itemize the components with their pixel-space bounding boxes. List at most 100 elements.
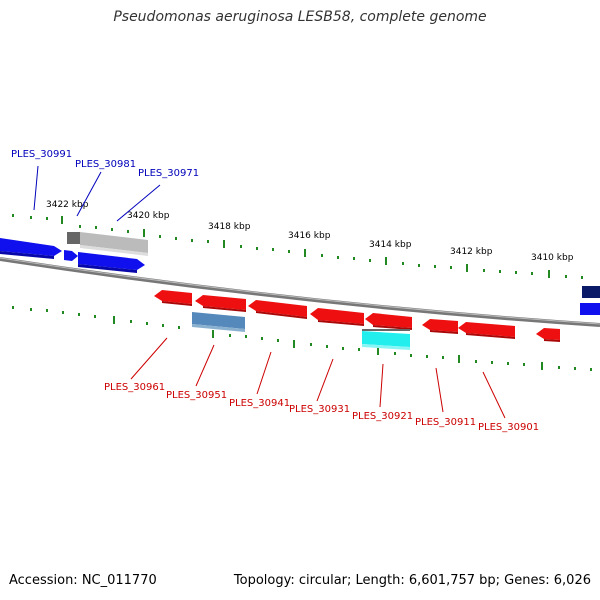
leader-line: [256, 351, 272, 395]
gene-arrow-ples-30951[interactable]: [195, 295, 246, 310]
tick-mark: [410, 354, 412, 357]
tick-mark: [590, 368, 592, 371]
tick-mark: [95, 226, 97, 229]
gene-arrow-shade: [318, 320, 364, 326]
leader-line: [195, 344, 215, 387]
tick-mark: [12, 214, 14, 217]
tick-mark: [12, 306, 14, 309]
gene-label-ples-30901[interactable]: PLES_30901: [478, 422, 539, 433]
tick-mark: [261, 337, 263, 340]
accession-label: Accession: NC_011770: [9, 573, 157, 588]
tick-mark: [113, 316, 115, 324]
leader-line: [33, 165, 39, 211]
tick-mark: [434, 265, 436, 268]
gene-arrow-small[interactable]: [536, 328, 560, 340]
tick-mark: [442, 356, 444, 359]
gene-arrow-ples-30911[interactable]: [422, 319, 458, 332]
gene-arrow-ples-30971[interactable]: [78, 252, 145, 270]
leader-line: [379, 363, 384, 408]
tick-mark: [418, 264, 420, 267]
lower-tick-row: [12, 306, 592, 371]
tick-mark: [111, 228, 113, 231]
tick-mark: [450, 266, 452, 269]
tick-mark: [565, 275, 567, 278]
gene-label-ples-30941[interactable]: PLES_30941: [229, 398, 290, 409]
tick-mark: [548, 270, 550, 278]
tick-mark: [143, 229, 145, 237]
pseudo-gene-light-shade: [80, 245, 148, 256]
tick-mark: [162, 324, 164, 327]
gene-arrow-ples-30971-shade: [78, 264, 137, 273]
gene-arrow-shade: [203, 306, 246, 312]
gene-arrow-ples-30921[interactable]: [365, 313, 412, 328]
tick-mark: [178, 326, 180, 329]
gene-label-ples-30961[interactable]: PLES_30961: [104, 382, 165, 393]
tick-mark: [458, 355, 460, 363]
tick-mark: [342, 347, 344, 350]
tick-mark: [159, 235, 161, 238]
tick-mark: [240, 245, 242, 248]
forward-strand-genes: [0, 232, 600, 315]
tick-mark: [377, 347, 379, 355]
tick-mark: [507, 362, 509, 365]
gene-label-ples-30911[interactable]: PLES_30911: [415, 417, 476, 428]
gene-arrow-ples-30941[interactable]: [248, 300, 307, 317]
tick-mark: [277, 339, 279, 342]
gene-label-ples-30971[interactable]: PLES_30971: [138, 168, 199, 179]
tick-mark: [256, 247, 258, 250]
kbp-label: 3410 kbp: [531, 253, 574, 263]
gene-arrow-shade: [430, 330, 458, 334]
feature-cyan-shade: [362, 344, 410, 350]
gene-block-navy[interactable]: [582, 286, 600, 298]
tick-mark: [310, 343, 312, 346]
tick-mark: [245, 335, 247, 338]
feature-steel-blue[interactable]: [192, 312, 245, 329]
gene-label-ples-30931[interactable]: PLES_30931: [289, 404, 350, 415]
tick-mark: [466, 264, 468, 272]
feature-cyan-top: [362, 329, 410, 331]
tick-mark: [46, 309, 48, 312]
tick-mark: [304, 249, 306, 257]
gene-arrow-ples-30991[interactable]: [0, 238, 62, 256]
gene-arrow-ples-30981[interactable]: [64, 250, 78, 261]
gene-arrow-shade: [162, 301, 192, 306]
gene-label-ples-30991[interactable]: PLES_30991: [11, 149, 72, 160]
kbp-label: 3412 kbp: [450, 247, 493, 257]
tick-mark: [426, 355, 428, 358]
gene-arrow-ples-30931[interactable]: [310, 308, 364, 324]
tick-mark: [475, 360, 477, 363]
tick-mark: [353, 257, 355, 260]
genome-summary: Topology: circular; Length: 6,601,757 bp…: [233, 573, 591, 588]
gene-block-blue[interactable]: [580, 303, 600, 315]
tick-mark: [558, 366, 560, 369]
tick-mark: [175, 237, 177, 240]
kbp-label: 3416 kbp: [288, 231, 331, 241]
tick-mark: [229, 334, 231, 337]
pseudo-gene-dark[interactable]: [67, 232, 80, 244]
gene-arrow-ples-30901[interactable]: [458, 322, 515, 337]
tick-mark: [385, 257, 387, 265]
leader-line: [116, 184, 161, 222]
tick-mark: [574, 367, 576, 370]
pseudo-gene-light[interactable]: [80, 232, 148, 253]
feature-cyan[interactable]: [362, 331, 410, 347]
tick-mark: [358, 348, 360, 351]
tick-mark: [491, 361, 493, 364]
tick-mark: [541, 362, 543, 370]
tick-mark: [581, 276, 583, 279]
genome-backbone: [0, 257, 600, 327]
genome-title: Pseudomonas aeruginosa LESB58, complete …: [113, 9, 487, 25]
leader-line: [435, 367, 444, 413]
gene-label-ples-30921[interactable]: PLES_30921: [352, 411, 413, 422]
gene-label-ples-30951[interactable]: PLES_30951: [166, 390, 227, 401]
kbp-label: 3422 kbp: [46, 200, 89, 210]
tick-mark: [61, 216, 63, 224]
gene-label-ples-30981[interactable]: PLES_30981: [75, 159, 136, 170]
genome-backbone-highlight: [0, 257, 600, 325]
gene-arrow-ples-30961[interactable]: [154, 290, 192, 304]
leader-line: [130, 337, 168, 380]
gene-arrow-shade: [466, 333, 515, 339]
tick-mark: [321, 254, 323, 257]
gene-arrow-shade: [373, 325, 412, 330]
tick-mark: [394, 352, 396, 355]
